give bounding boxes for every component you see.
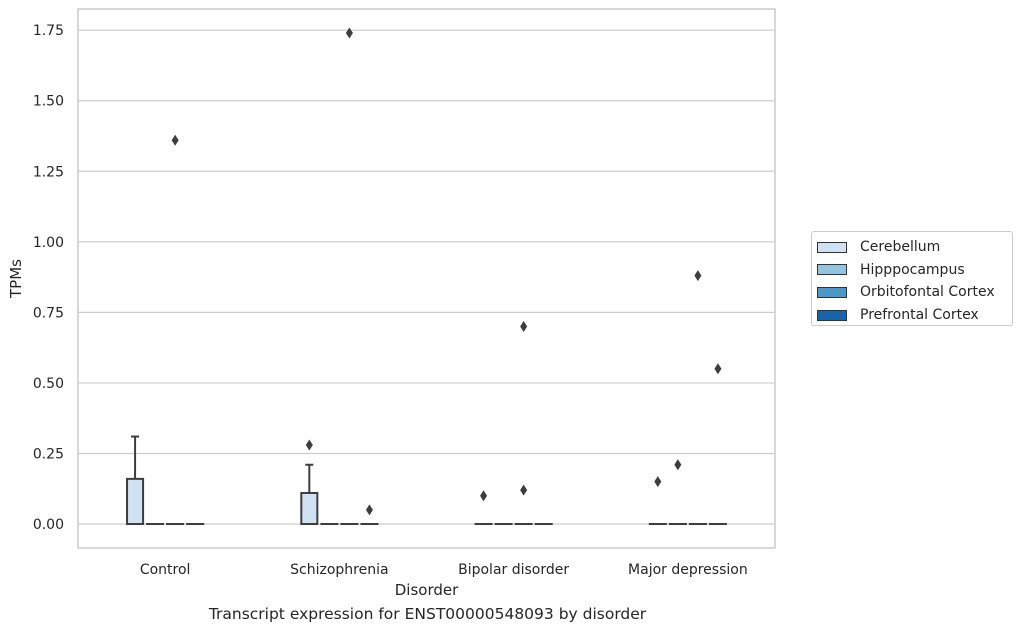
y-tick-label: 0.00 bbox=[33, 517, 64, 533]
y-tick-label: 1.25 bbox=[33, 164, 64, 180]
legend-item: Cerebellum bbox=[817, 236, 1012, 259]
outlier-point bbox=[674, 459, 682, 471]
outlier-point bbox=[714, 363, 722, 375]
plot-frame bbox=[77, 8, 776, 549]
outlier-point bbox=[171, 134, 179, 146]
legend-swatch bbox=[817, 241, 847, 253]
outlier-point bbox=[520, 320, 528, 332]
legend-label: Orbitofontal Cortex bbox=[860, 284, 995, 301]
x-tick-labels: Control Schizophrenia Bipolar disorder Majo… bbox=[140, 562, 748, 578]
outlier-point bbox=[345, 27, 353, 39]
legend-label: Cerebellum bbox=[860, 239, 941, 256]
x-tick-label: Control bbox=[140, 562, 191, 578]
y-tick-label: 1.50 bbox=[33, 94, 64, 110]
legend-swatch bbox=[817, 264, 847, 276]
legend-item: Prefrontal Cortex bbox=[817, 304, 1012, 327]
y-axis-label: TPMs bbox=[7, 259, 25, 299]
legend-item: Hipppocampus bbox=[817, 259, 1012, 282]
outlier-point bbox=[654, 476, 662, 488]
legend-swatch bbox=[817, 309, 847, 321]
y-tick-label: 1.00 bbox=[33, 235, 64, 251]
box bbox=[300, 491, 319, 526]
y-tick-labels: 0.00 0.25 0.50 0.75 1.00 1.25 1.50 1.75 bbox=[33, 23, 64, 533]
y-tick-label: 0.75 bbox=[33, 305, 64, 321]
boxes bbox=[126, 435, 727, 526]
x-tick-label: Bipolar disorder bbox=[458, 562, 569, 578]
outlier-point bbox=[480, 490, 488, 502]
x-tick-label: Major depression bbox=[628, 562, 748, 578]
legend: Cerebellum Hipppocampus Orbitofontal Corte… bbox=[811, 231, 1013, 326]
box-cerebellum bbox=[126, 435, 145, 526]
x-tick-label: Schizophrenia bbox=[290, 562, 388, 578]
outlier-point bbox=[520, 484, 528, 496]
y-tick-label: 0.50 bbox=[33, 376, 64, 392]
x-axis-label: Disorder bbox=[395, 581, 459, 599]
outlier-point bbox=[305, 439, 313, 451]
y-tick-label: 1.75 bbox=[33, 23, 64, 39]
gridlines bbox=[78, 29, 775, 525]
legend-label: Hipppocampus bbox=[860, 261, 965, 278]
legend-item: Orbitofontal Cortex bbox=[817, 281, 1012, 304]
box bbox=[126, 477, 145, 526]
legend-label: Prefrontal Cortex bbox=[860, 307, 979, 324]
outlier-point bbox=[365, 504, 373, 516]
outlier-markers bbox=[171, 27, 722, 516]
outlier-point bbox=[694, 270, 702, 282]
y-tick-label: 0.25 bbox=[33, 446, 64, 462]
box-cerebellum bbox=[300, 463, 319, 526]
figure-caption: Transcript expression for ENST0000054809… bbox=[208, 605, 647, 623]
legend-swatch bbox=[817, 286, 847, 298]
